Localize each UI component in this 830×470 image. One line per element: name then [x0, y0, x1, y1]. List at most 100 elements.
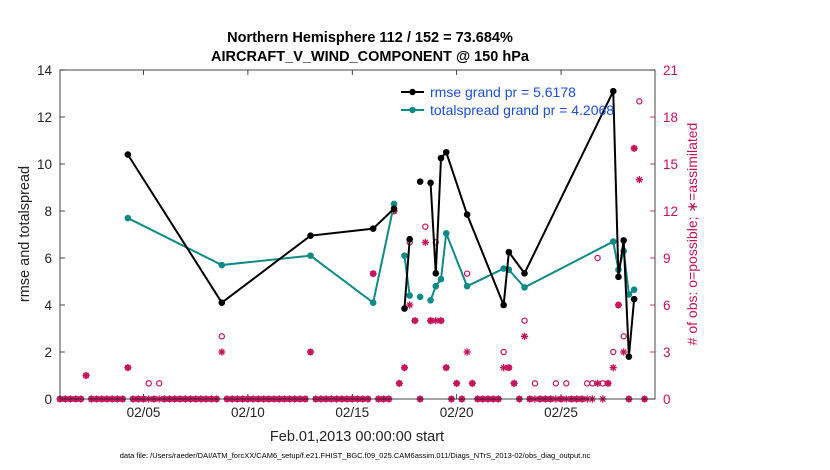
x-tick-label: 02/10 — [231, 405, 265, 420]
rmse-point — [609, 87, 617, 95]
y-tick-label-left: 14 — [37, 63, 53, 78]
obs-assimilated-stroke — [615, 301, 622, 309]
obs-assimilated-marker — [604, 379, 612, 387]
obs-assimilated-stroke — [432, 317, 439, 324]
rmse-point — [427, 179, 434, 187]
obs-assimilated-marker — [505, 364, 513, 372]
obs-assimilated-marker — [124, 364, 132, 372]
y-tick-label-right: 6 — [663, 298, 671, 313]
obs-possible-marker — [500, 348, 507, 356]
plot-frame — [59, 69, 656, 400]
obs-assimilated-stroke — [500, 364, 507, 371]
y-tick-label-right: 21 — [663, 63, 678, 78]
rmse-point — [218, 299, 226, 306]
obs-assimilated-stroke — [438, 317, 445, 324]
rmse-point — [505, 248, 513, 256]
totalspread-point — [609, 238, 617, 245]
totalspread-point — [416, 293, 424, 301]
totalspread-point — [401, 252, 408, 259]
obs-assimilated-stroke — [594, 380, 601, 387]
x-tick-label: 02/05 — [127, 405, 161, 420]
y-tick-label-left: 10 — [37, 157, 52, 172]
obs-assimilated-stroke — [453, 380, 460, 387]
obs-assimilated-marker — [463, 348, 471, 356]
rmse-point — [521, 269, 528, 277]
y-tick-label-right: 9 — [663, 251, 671, 266]
obs-assimilated-marker — [421, 238, 429, 246]
obs-possible-marker — [521, 317, 528, 324]
obs-possible-marker — [552, 380, 560, 387]
rmse-point — [437, 154, 445, 162]
y-tick-label-left: 12 — [37, 110, 52, 125]
rmse-point — [406, 235, 413, 243]
obs-possible-marker — [620, 333, 627, 340]
obs-assimilated-stroke — [464, 348, 471, 356]
obs-assimilated-stroke — [505, 364, 512, 371]
footnote: data file: /Users/raeder/DAI/ATM_forcXX/… — [120, 451, 591, 460]
obs-assimilated-stroke — [610, 364, 617, 371]
totalspread-point — [521, 284, 528, 291]
totalspread-point — [307, 252, 314, 259]
obs-assimilated-stroke — [401, 364, 408, 371]
obs-assimilated-stroke — [469, 380, 476, 387]
legend-spread-marker — [409, 106, 416, 114]
totalspread-point — [500, 265, 507, 272]
y-tick-label-left: 6 — [44, 251, 52, 266]
obs-possible-marker — [463, 270, 471, 277]
obs-possible-marker — [563, 380, 570, 387]
x-tick-label: 02/15 — [335, 405, 369, 420]
y-tick-label-right: 12 — [663, 204, 678, 219]
obs-assimilated-marker — [510, 379, 518, 387]
plot-background — [60, 70, 655, 399]
y-tick-label-left: 4 — [44, 298, 52, 313]
y-axis-left-label: rmse and totalspread — [17, 166, 33, 302]
y-tick-label-left: 2 — [44, 345, 52, 360]
rmse-point — [463, 211, 471, 218]
rmse-point — [442, 148, 450, 156]
obs-assimilated-stroke — [636, 176, 643, 183]
rmse-point — [620, 237, 627, 244]
rmse-point — [625, 353, 633, 361]
obs-assimilated-stroke — [406, 301, 413, 309]
obs-assimilated-stroke — [422, 239, 429, 246]
rmse-point — [401, 305, 408, 312]
obs-assimilated-stroke — [411, 317, 418, 324]
obs-assimilated-marker — [620, 348, 628, 356]
legend-spread-label: totalspread grand pr = 4.2068 — [430, 102, 614, 118]
totalspread-point — [630, 286, 638, 294]
obs-assimilated-marker — [609, 364, 617, 372]
x-axis-label: Feb.01,2013 00:00:00 start — [270, 429, 444, 445]
obs-assimilated-stroke — [83, 372, 90, 379]
y-axis-left: 0 2 4 6 8 10 12 14 — [37, 63, 65, 407]
obs-assimilated-marker — [630, 144, 638, 152]
obs-assimilated-stroke — [605, 380, 612, 387]
rmse-point — [630, 295, 638, 303]
rmse-point — [615, 273, 622, 281]
y-tick-label-right: 3 — [663, 345, 671, 360]
obs-possible-marker — [610, 348, 617, 356]
obs-assimilated-marker — [369, 270, 377, 278]
obs-possible-marker — [218, 333, 225, 340]
obs-assimilated-stroke — [521, 333, 528, 340]
y-tick-label-right: 18 — [663, 110, 678, 125]
totalspread-point — [427, 297, 434, 304]
obs-assimilated-marker — [218, 348, 226, 356]
obs-assimilated-stroke — [620, 348, 627, 356]
chart-subtitle: AIRCRAFT_V_WIND_COMPONENT @ 150 hPa — [211, 49, 530, 65]
rmse-point — [307, 232, 314, 239]
obs-possible-marker — [531, 380, 539, 387]
x-axis: 02/05 02/10 02/15 02/20 02/25 — [127, 70, 578, 420]
totalspread-point — [463, 282, 471, 290]
y-tick-label-left: 0 — [44, 392, 52, 407]
obs-assimilated-marker — [635, 176, 643, 184]
obs-assimilated-marker — [411, 317, 419, 325]
obs-assimilated-stroke — [307, 348, 314, 356]
rmse-point — [500, 301, 507, 309]
obs-assimilated-stroke — [631, 145, 638, 152]
y-axis-right-label: # of obs: o=possible; ∗=assimilated — [684, 123, 700, 346]
obs-assimilated-marker — [453, 379, 461, 387]
obs-assimilated-stroke — [218, 348, 225, 356]
totalspread-point — [218, 261, 226, 269]
obs-assimilated-stroke — [396, 380, 403, 387]
rmse-line — [403, 239, 411, 309]
